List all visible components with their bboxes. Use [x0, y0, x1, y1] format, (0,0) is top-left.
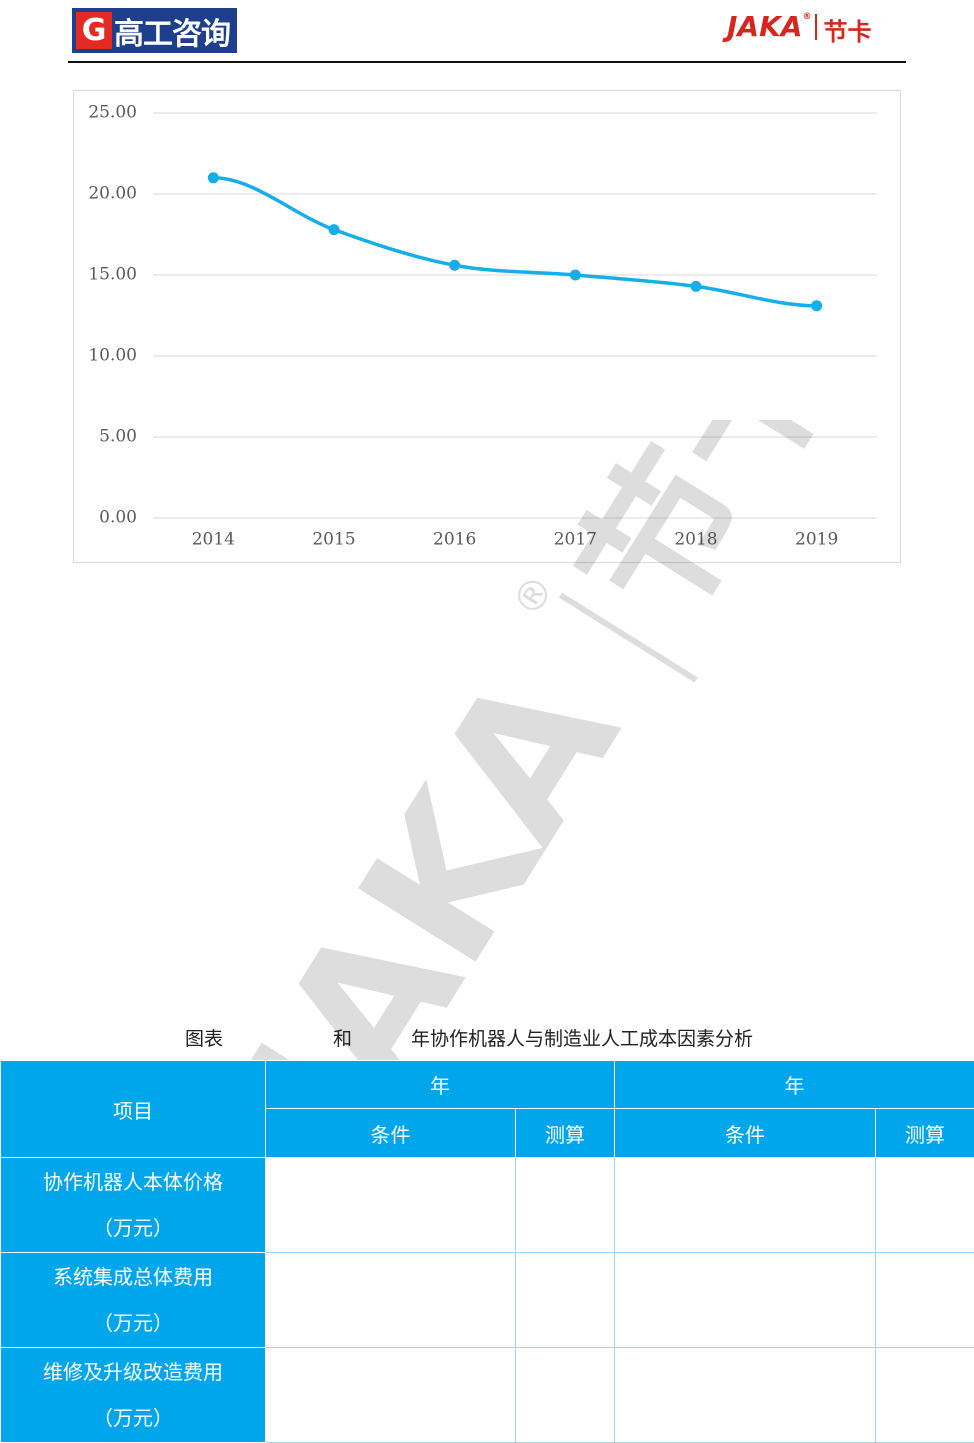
chart: 0.00 5.00 10.00 15.00 20.00 25.00 2014 2015 2016…: [73, 90, 901, 563]
data-point: [570, 270, 581, 281]
sub-header: 测算: [516, 1109, 615, 1158]
year-header: 年: [615, 1061, 974, 1109]
empty-cell: [876, 1253, 974, 1348]
data-point: [329, 224, 340, 235]
data-point: [449, 260, 460, 271]
empty-cell: [266, 1253, 516, 1348]
x-tick-label: 2017: [554, 530, 597, 550]
row-label-line: 协作机器人本体价格: [1, 1159, 265, 1205]
row-label-line: （万元）: [1, 1300, 265, 1346]
x-tick-label: 2016: [433, 530, 476, 550]
data-point: [691, 281, 702, 292]
sub-header: 条件: [615, 1109, 876, 1158]
empty-cell: [876, 1158, 974, 1253]
y-tick-label: 0.00: [99, 508, 137, 528]
table-row: 协作机器人本体价格（万元）: [1, 1158, 974, 1253]
data-point: [811, 300, 822, 311]
item-header: 项目: [1, 1061, 266, 1158]
year-header: 年: [266, 1061, 615, 1109]
logo-text: 高工咨询: [114, 9, 230, 53]
caption-and: 和: [333, 1024, 352, 1051]
row-label-line: 系统集成总体费用: [1, 1254, 265, 1300]
brand-name: JAKA: [727, 10, 802, 43]
row-label-line: （万元）: [1, 1205, 265, 1251]
logo-mark: G: [76, 12, 112, 49]
brand: JAKA® 节卡: [727, 10, 871, 47]
brand-mark: ®: [802, 12, 811, 22]
y-tick-label: 5.00: [99, 427, 137, 447]
empty-cell: [876, 1348, 974, 1443]
y-tick-label: 10.00: [88, 346, 137, 366]
chart-frame: [74, 91, 901, 563]
table-row: 维修及升级改造费用（万元）: [1, 1348, 974, 1443]
row-label: 系统集成总体费用（万元）: [1, 1253, 266, 1348]
y-tick-label: 20.00: [88, 184, 137, 204]
brand-cn: 节卡: [823, 12, 871, 47]
empty-cell: [615, 1158, 876, 1253]
row-label: 协作机器人本体价格（万元）: [1, 1158, 266, 1253]
watermark-mark: ®: [504, 567, 564, 625]
logo: G 高工咨询: [72, 8, 237, 53]
x-tick-label: 2015: [312, 530, 355, 550]
data-point: [208, 172, 219, 183]
cost-table: 项目 年 年 条件测算条件测算 协作机器人本体价格（万元）系统集成总体费用（万元…: [0, 1060, 974, 1443]
empty-cell: [615, 1253, 876, 1348]
caption-title: 年协作机器人与制造业人工成本因素分析: [411, 1024, 753, 1051]
y-tick-label: 15.00: [88, 265, 137, 285]
empty-cell: [266, 1348, 516, 1443]
x-tick-label: 2018: [674, 530, 717, 550]
y-tick-label: 25.00: [88, 103, 137, 123]
header-rule: [68, 61, 906, 63]
row-label: 维修及升级改造费用（万元）: [1, 1348, 266, 1443]
empty-cell: [516, 1253, 615, 1348]
x-tick-label: 2014: [192, 530, 235, 550]
row-label-line: 维修及升级改造费用: [1, 1349, 265, 1395]
caption-label: 图表: [185, 1024, 223, 1051]
sub-header: 测算: [876, 1109, 974, 1158]
row-label-line: （万元）: [1, 1395, 265, 1441]
table-row: 系统集成总体费用（万元）: [1, 1253, 974, 1348]
empty-cell: [266, 1158, 516, 1253]
empty-cell: [516, 1158, 615, 1253]
empty-cell: [516, 1348, 615, 1443]
empty-cell: [615, 1348, 876, 1443]
x-tick-label: 2019: [795, 530, 838, 550]
sub-header: 条件: [266, 1109, 516, 1158]
